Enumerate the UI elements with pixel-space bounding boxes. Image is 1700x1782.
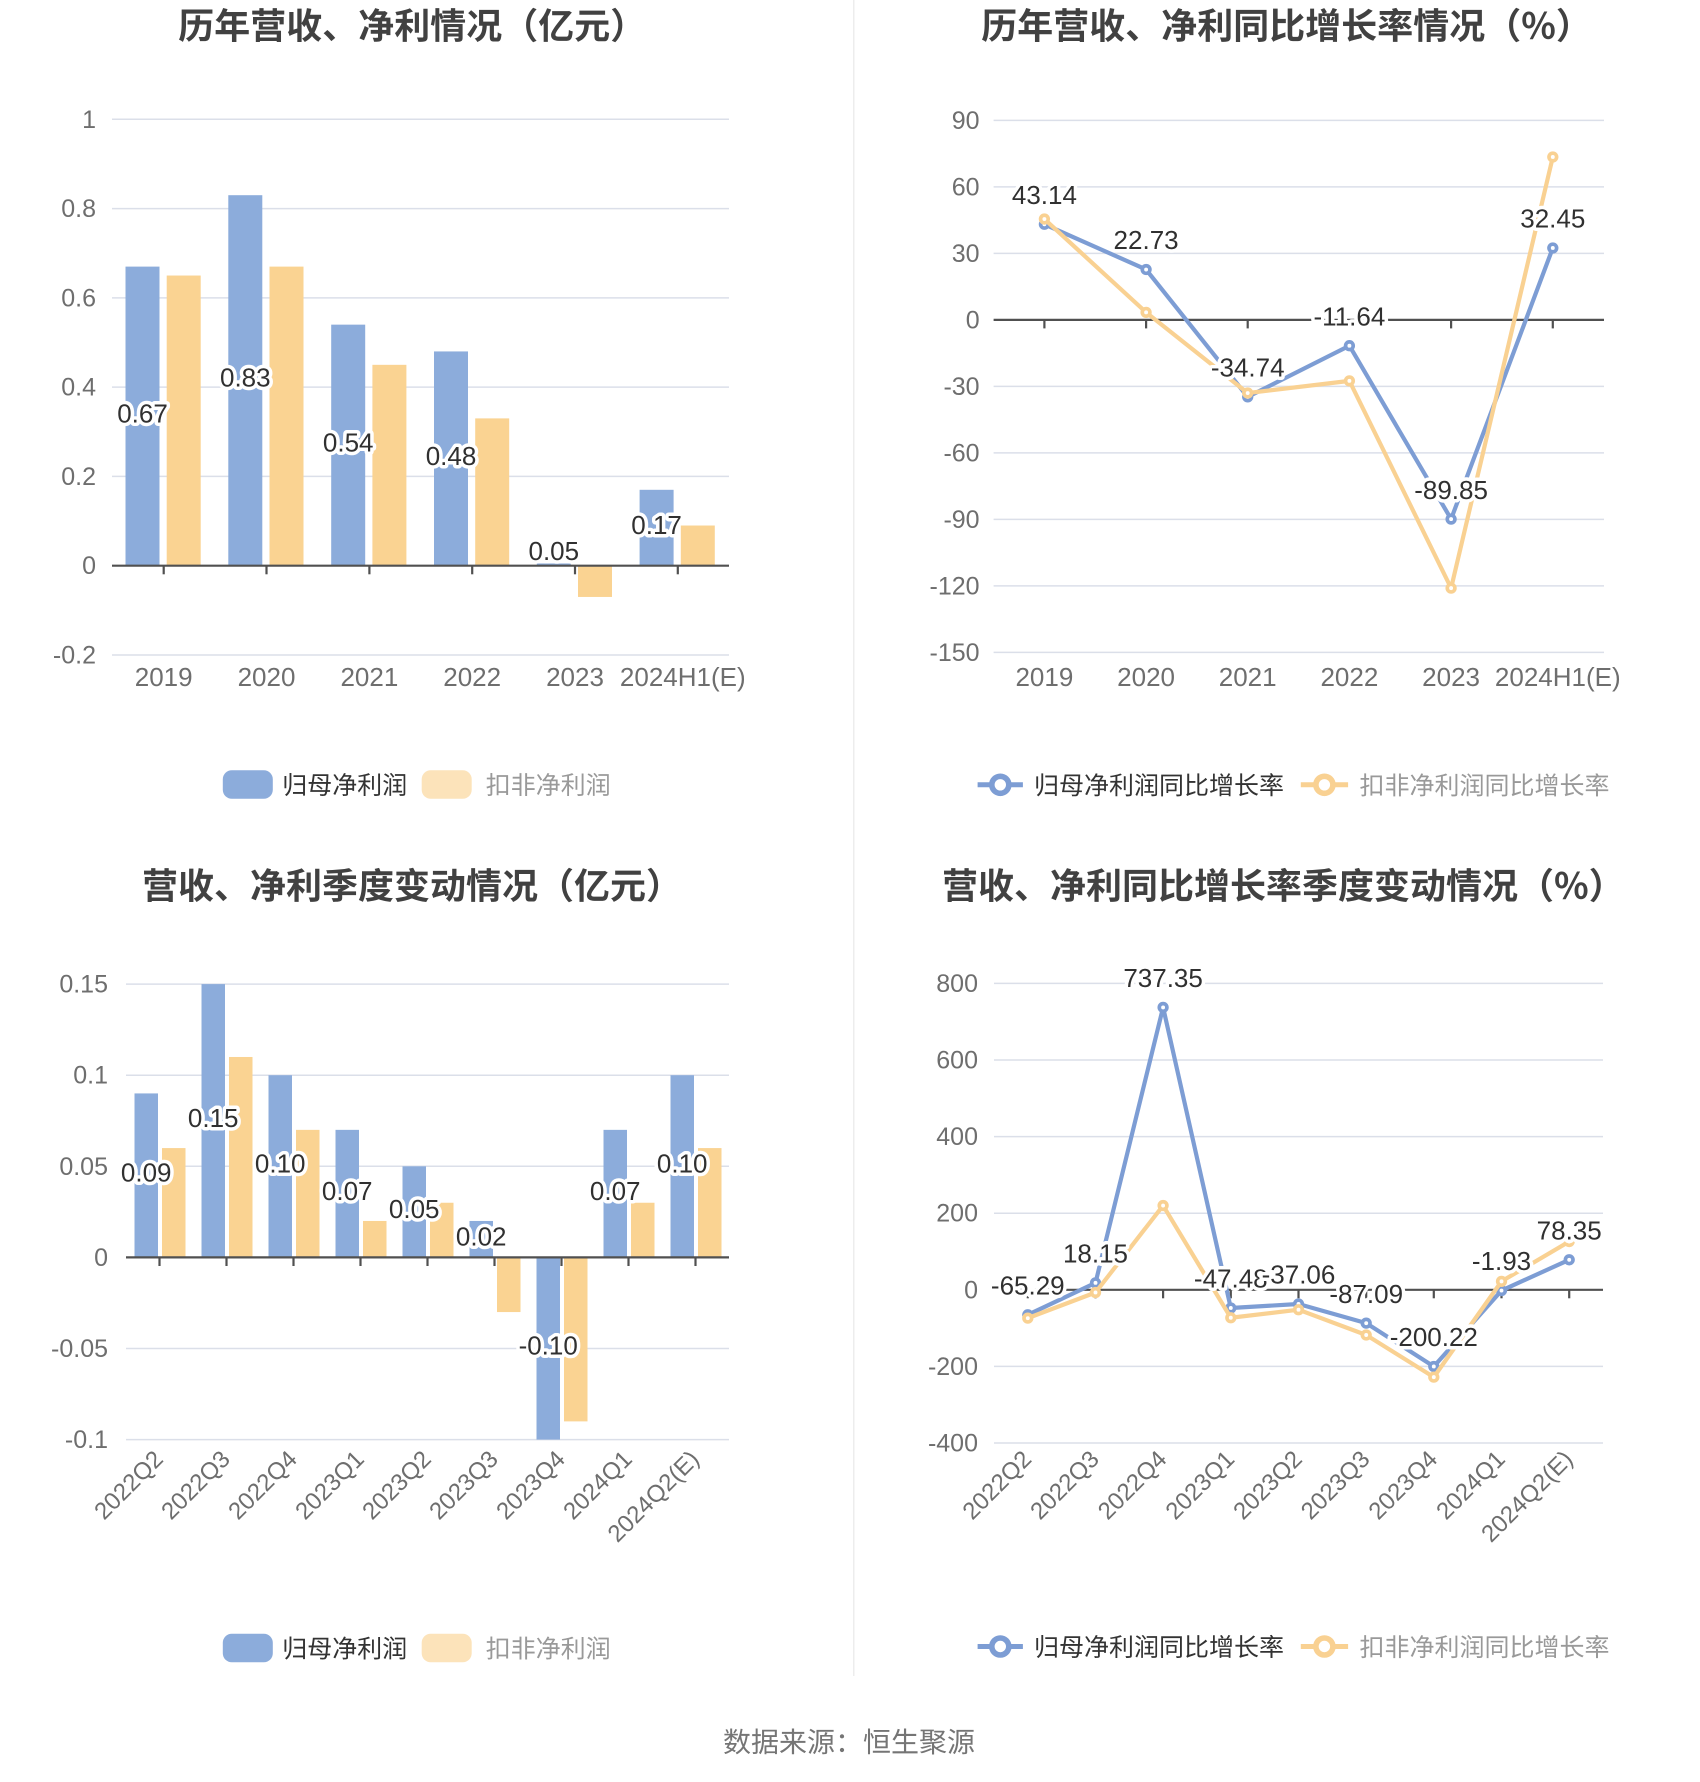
svg-text:0.54: 0.54	[323, 427, 374, 457]
svg-text:22.73: 22.73	[1114, 225, 1179, 255]
svg-text:-200.22: -200.22	[1390, 1322, 1478, 1352]
svg-text:2024H1(E): 2024H1(E)	[620, 662, 746, 692]
svg-text:60: 60	[952, 173, 980, 201]
svg-text:2019: 2019	[1015, 662, 1073, 692]
svg-text:-400: -400	[928, 1430, 978, 1458]
svg-text:0.09: 0.09	[121, 1158, 172, 1188]
svg-text:0.15: 0.15	[59, 971, 108, 999]
svg-text:2024H1(E): 2024H1(E)	[1495, 662, 1621, 692]
svg-text:0: 0	[964, 1276, 978, 1304]
svg-text:-89.85: -89.85	[1414, 475, 1488, 505]
svg-text:78.35: 78.35	[1537, 1216, 1602, 1246]
svg-text:737.35: 737.35	[1123, 963, 1203, 993]
svg-text:-0.2: -0.2	[53, 642, 96, 670]
svg-text:2020: 2020	[1117, 662, 1175, 692]
svg-text:0.02: 0.02	[456, 1221, 507, 1251]
svg-text:90: 90	[952, 107, 980, 135]
svg-text:0.07: 0.07	[590, 1176, 641, 1206]
svg-text:200: 200	[936, 1200, 978, 1228]
svg-text:800: 800	[936, 970, 978, 998]
svg-text:-90: -90	[943, 506, 979, 534]
svg-text:0.05: 0.05	[528, 536, 579, 566]
svg-text:-65.29: -65.29	[991, 1271, 1065, 1301]
svg-text:1: 1	[82, 106, 96, 134]
svg-text:-87.09: -87.09	[1329, 1279, 1403, 1309]
svg-text:0.6: 0.6	[61, 284, 96, 312]
svg-text:-34.74: -34.74	[1211, 353, 1285, 383]
svg-text:2023: 2023	[546, 662, 604, 692]
svg-text:0.05: 0.05	[389, 1194, 440, 1224]
svg-text:-60: -60	[943, 439, 979, 467]
svg-text:-11.64: -11.64	[1314, 301, 1386, 331]
svg-text:18.15: 18.15	[1063, 1239, 1128, 1269]
svg-text:2020: 2020	[238, 662, 296, 692]
svg-text:0.10: 0.10	[255, 1149, 306, 1179]
svg-text:2021: 2021	[1219, 662, 1277, 692]
svg-text:-0.1: -0.1	[65, 1426, 108, 1454]
svg-text:30: 30	[952, 240, 980, 268]
svg-text:-30: -30	[943, 373, 979, 401]
svg-text:0: 0	[966, 306, 980, 334]
svg-text:0.4: 0.4	[61, 374, 96, 402]
svg-text:0.48: 0.48	[426, 441, 477, 471]
svg-text:0: 0	[94, 1244, 108, 1272]
svg-text:0.8: 0.8	[61, 195, 96, 223]
svg-text:2022: 2022	[1320, 662, 1378, 692]
svg-text:0.67: 0.67	[117, 398, 168, 428]
svg-text:0.07: 0.07	[322, 1176, 373, 1206]
svg-text:0.2: 0.2	[61, 463, 96, 491]
svg-text:-150: -150	[930, 639, 980, 667]
svg-text:2022: 2022	[443, 662, 501, 692]
svg-text:0: 0	[82, 552, 96, 580]
svg-text:-47.48: -47.48	[1194, 1264, 1268, 1294]
svg-text:400: 400	[936, 1123, 978, 1151]
svg-text:0.1: 0.1	[73, 1062, 108, 1090]
svg-text:43.14: 43.14	[1012, 180, 1077, 210]
svg-text:2023: 2023	[1422, 662, 1480, 692]
svg-text:-120: -120	[930, 572, 980, 600]
svg-text:0.17: 0.17	[631, 510, 682, 540]
svg-text:-1.93: -1.93	[1472, 1246, 1531, 1276]
svg-text:0.15: 0.15	[188, 1103, 239, 1133]
svg-text:600: 600	[936, 1047, 978, 1075]
svg-text:-0.10: -0.10	[519, 1331, 578, 1361]
svg-text:-200: -200	[928, 1353, 978, 1381]
svg-text:2021: 2021	[340, 662, 398, 692]
svg-text:0.10: 0.10	[657, 1149, 708, 1179]
svg-text:0.05: 0.05	[59, 1153, 108, 1181]
svg-text:-0.05: -0.05	[51, 1335, 108, 1363]
svg-text:-37.06: -37.06	[1262, 1260, 1336, 1290]
svg-text:32.45: 32.45	[1520, 204, 1585, 234]
svg-text:2019: 2019	[135, 662, 193, 692]
svg-text:0.83: 0.83	[220, 363, 271, 393]
